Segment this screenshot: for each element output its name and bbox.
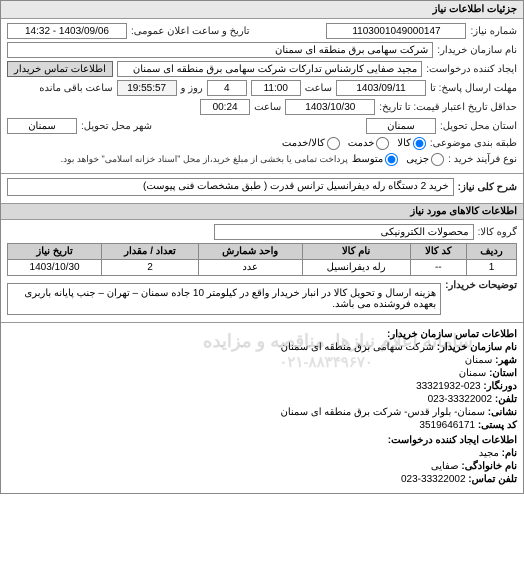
cell-unit: عدد <box>198 260 302 276</box>
buyer-note-label: توضیحات خریدار: <box>445 280 517 291</box>
goods-section: گروه کالا: محصولات الکترونیکی ردیف کد کا… <box>1 220 523 322</box>
req-no-field: 1103001049000147 <box>326 23 466 39</box>
purchase-opt-b-label: متوسط <box>352 154 383 165</box>
col-row: ردیف <box>466 244 516 260</box>
goods-table-header-row: ردیف کد کالا نام کالا واحد شمارش تعداد /… <box>8 244 517 260</box>
packaging-opt-b[interactable]: خدمت <box>348 137 390 150</box>
lname-value: صفایی <box>431 461 459 472</box>
time-label-1: ساعت <box>305 83 332 94</box>
fname-value: مجید <box>479 448 499 459</box>
requester-field: مجید صفایی کارشناس تدارکات شرکت سهامی بر… <box>117 61 422 77</box>
postcode-value: 3519646171 <box>419 420 475 431</box>
announce-label: تاریخ و ساعت اعلان عمومی: <box>131 26 250 37</box>
fname-label: نام: <box>502 448 517 459</box>
packaging-opt-c-label: کالا/خدمت <box>282 138 325 149</box>
address-label: نشانی: <box>488 407 517 418</box>
need-title-field: خرید 2 دستگاه رله دیفرانسیل ترانس قدرت (… <box>7 178 454 196</box>
purchase-opt-a[interactable]: جزیی <box>406 153 444 166</box>
cell-date: 1403/10/30 <box>8 260 102 276</box>
col-name: نام کالا <box>302 244 410 260</box>
contact-section: سامانه اعلام نیازها، مناقصه و مزایده ۰۲۱… <box>1 322 523 493</box>
c-province-value: سمنان <box>459 368 487 379</box>
tab-header: جزئیات اطلاعات نیاز <box>1 1 523 19</box>
cell-name: رله دیفرانسیل <box>302 260 410 276</box>
city-label: شهر محل تحویل: <box>81 121 152 132</box>
packaging-opt-a-label: کالا <box>397 138 411 149</box>
header-section: شماره نیاز: 1103001049000147 تاریخ و ساع… <box>1 19 523 173</box>
form-container: جزئیات اطلاعات نیاز شماره نیاز: 11030010… <box>0 0 524 494</box>
creator-section-title: اطلاعات ایجاد کننده درخواست: <box>7 435 517 446</box>
contact-button[interactable]: اطلاعات تماس خریدار <box>7 61 113 77</box>
org-label: نام سازمان خریدار: <box>437 342 517 353</box>
packaging-label: طبقه بندی موضوعی: <box>430 138 517 149</box>
buyer-note-box: هزینه ارسال و تحویل کالا در انبار خریدار… <box>7 283 441 315</box>
cell-row: 1 <box>466 260 516 276</box>
valid-date-field: 1403/10/30 <box>285 99 375 115</box>
fax-label: دورنگار: <box>483 381 517 392</box>
need-section: شرح کلی نیاز: خرید 2 دستگاه رله دیفرانسی… <box>1 173 523 203</box>
deadline-time-field: 11:00 <box>251 80 301 96</box>
valid-time-field: 00:24 <box>200 99 250 115</box>
fax-value: 023-33321932 <box>416 381 481 392</box>
purchase-type-label: نوع فرآیند خرید : <box>448 154 517 165</box>
purchase-note: پرداخت تمامی یا بخشی از مبلغ خرید،از محل… <box>61 154 348 165</box>
purchase-opt-a-label: جزیی <box>406 154 429 165</box>
province-label: استان محل تحویل: <box>440 121 517 132</box>
cell-code: -- <box>410 260 466 276</box>
time-label-2: ساعت <box>254 102 281 113</box>
requester-label: ایجاد کننده درخواست: <box>426 64 517 75</box>
packaging-opt-a[interactable]: کالا <box>397 137 426 150</box>
packaging-radio-group: کالا خدمت کالا/خدمت <box>282 137 426 150</box>
phone-value: 33322002-023 <box>428 394 493 405</box>
c-province-label: استان: <box>489 368 517 379</box>
buyer-name-label: نام سازمان خریدار: <box>437 45 517 56</box>
valid-label: حداقل تاریخ اعتبار قیمت: تا تاریخ: <box>379 102 517 113</box>
col-date: تاریخ نیاز <box>8 244 102 260</box>
col-qty: تعداد / مقدار <box>102 244 199 260</box>
province-field: سمنان <box>366 118 436 134</box>
deadline-label: مهلت ارسال پاسخ: تا <box>430 83 517 94</box>
packaging-opt-b-label: خدمت <box>348 138 375 149</box>
cphone-value: 33322002-023 <box>401 474 466 485</box>
goods-group-label: گروه کالا: <box>478 227 517 238</box>
org-value: شرکت سهامی برق منطقه ای سمنان <box>281 342 434 353</box>
phone-label: تلفن: <box>495 394 517 405</box>
goods-table: ردیف کد کالا نام کالا واحد شمارش تعداد /… <box>7 243 517 276</box>
address-value: سمنان- بلوار قدس- شرکت برق منطقه ای سمنا… <box>281 407 486 418</box>
packaging-opt-c[interactable]: کالا/خدمت <box>282 137 340 150</box>
contact-section-title: اطلاعات تماس سازمان خریدار: <box>7 329 517 340</box>
deadline-date-field: 1403/09/11 <box>336 80 426 96</box>
goods-section-title: اطلاعات کالاهای مورد نیاز <box>1 203 523 220</box>
cphone-label: تلفن تماس: <box>468 474 517 485</box>
c-city-label: شهر: <box>495 355 517 366</box>
days-label: روز و <box>181 83 203 94</box>
c-city-value: سمنان <box>465 355 493 366</box>
lname-label: نام خانوادگی: <box>461 461 517 472</box>
goods-group-field: محصولات الکترونیکی <box>214 224 474 240</box>
col-code: کد کالا <box>410 244 466 260</box>
req-no-label: شماره نیاز: <box>470 26 517 37</box>
city-field: سمنان <box>7 118 77 134</box>
days-field: 4 <box>207 80 247 96</box>
col-unit: واحد شمارش <box>198 244 302 260</box>
purchase-opt-b[interactable]: متوسط <box>352 153 398 166</box>
table-row: 1 -- رله دیفرانسیل عدد 2 1403/10/30 <box>8 260 517 276</box>
remain-label: ساعت باقی مانده <box>39 83 112 94</box>
buyer-name-field: شرکت سهامی برق منطقه ای سمنان <box>7 42 433 58</box>
postcode-label: کد پستی: <box>478 420 517 431</box>
cell-qty: 2 <box>102 260 199 276</box>
announce-field: 1403/09/06 - 14:32 <box>7 23 127 39</box>
purchase-type-radio-group: جزیی متوسط <box>352 153 444 166</box>
need-title-label: شرح کلی نیاز: <box>458 182 517 193</box>
remain-time-field: 19:55:57 <box>117 80 177 96</box>
